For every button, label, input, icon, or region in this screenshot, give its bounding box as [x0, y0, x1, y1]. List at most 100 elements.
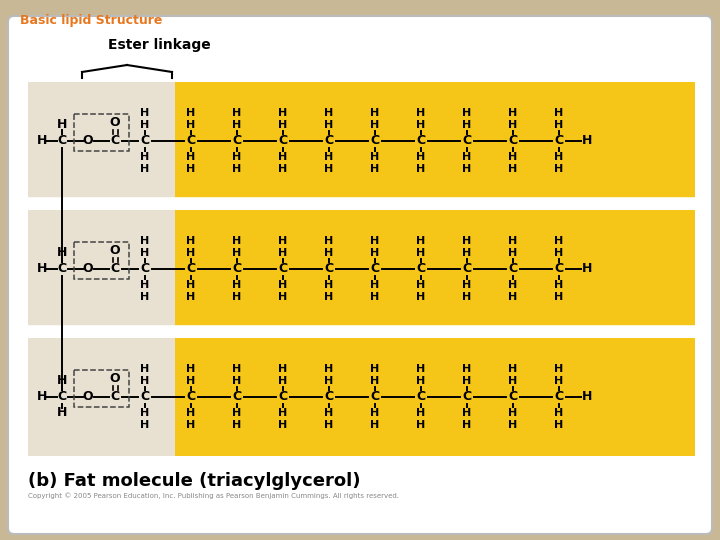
Text: H: H: [186, 248, 196, 258]
Text: C: C: [508, 390, 518, 403]
Text: H: H: [370, 408, 379, 418]
Text: H: H: [508, 292, 518, 302]
Text: H: H: [57, 118, 67, 132]
Text: C: C: [233, 390, 242, 403]
Text: H: H: [370, 376, 379, 386]
Text: H: H: [325, 248, 333, 258]
Text: C: C: [508, 134, 518, 147]
Text: H: H: [554, 376, 564, 386]
FancyBboxPatch shape: [8, 16, 712, 534]
Text: C: C: [325, 134, 333, 147]
Text: C: C: [279, 134, 287, 147]
Text: H: H: [279, 108, 287, 118]
Text: C: C: [140, 390, 150, 403]
Text: H: H: [508, 248, 518, 258]
Text: H: H: [370, 164, 379, 174]
Text: H: H: [140, 108, 150, 118]
Text: H: H: [57, 246, 67, 260]
Text: H: H: [233, 248, 242, 258]
Text: C: C: [462, 390, 472, 403]
Text: H: H: [37, 262, 48, 275]
Text: H: H: [279, 420, 287, 430]
Text: H: H: [140, 164, 150, 174]
Text: C: C: [554, 262, 564, 275]
Text: H: H: [462, 108, 472, 118]
Text: H: H: [554, 108, 564, 118]
Text: H: H: [554, 292, 564, 302]
Text: H: H: [140, 236, 150, 246]
Text: H: H: [140, 248, 150, 258]
Text: H: H: [462, 236, 472, 246]
Bar: [175, 210, 695, 328]
Text: C: C: [110, 134, 120, 147]
Text: C: C: [279, 262, 287, 275]
Text: H: H: [370, 120, 379, 130]
Text: H: H: [416, 420, 426, 430]
Text: H: H: [186, 376, 196, 386]
Text: C: C: [554, 134, 564, 147]
Text: H: H: [186, 108, 196, 118]
Bar: [74, 370, 129, 407]
Text: H: H: [186, 364, 196, 374]
Text: O: O: [83, 390, 94, 403]
Text: (b) Fat molecule (triacylglycerol): (b) Fat molecule (triacylglycerol): [28, 472, 361, 490]
Text: C: C: [554, 390, 564, 403]
Text: H: H: [233, 280, 242, 290]
Text: H: H: [140, 152, 150, 162]
Text: C: C: [186, 134, 196, 147]
Text: H: H: [325, 292, 333, 302]
Text: H: H: [416, 248, 426, 258]
Text: C: C: [462, 134, 472, 147]
Text: C: C: [508, 262, 518, 275]
Text: C: C: [186, 390, 196, 403]
Text: H: H: [462, 420, 472, 430]
Text: O: O: [83, 134, 94, 147]
Text: H: H: [416, 236, 426, 246]
Text: H: H: [57, 375, 67, 388]
Text: H: H: [233, 108, 242, 118]
Text: H: H: [140, 376, 150, 386]
Text: H: H: [462, 408, 472, 418]
Bar: [28, 82, 176, 200]
Text: H: H: [325, 364, 333, 374]
Bar: [28, 210, 176, 328]
Text: H: H: [233, 292, 242, 302]
Text: H: H: [416, 280, 426, 290]
Text: C: C: [140, 262, 150, 275]
Text: H: H: [462, 164, 472, 174]
Text: C: C: [416, 390, 426, 403]
Text: H: H: [370, 292, 379, 302]
Text: H: H: [416, 376, 426, 386]
Text: H: H: [186, 280, 196, 290]
Text: H: H: [233, 420, 242, 430]
Text: H: H: [279, 280, 287, 290]
Text: H: H: [279, 376, 287, 386]
Text: H: H: [416, 108, 426, 118]
Text: H: H: [140, 280, 150, 290]
Text: C: C: [58, 262, 66, 275]
Text: H: H: [416, 292, 426, 302]
Text: H: H: [279, 152, 287, 162]
Text: H: H: [186, 408, 196, 418]
Text: H: H: [370, 236, 379, 246]
Text: H: H: [554, 120, 564, 130]
Text: C: C: [110, 390, 120, 403]
Text: H: H: [279, 408, 287, 418]
Text: H: H: [140, 120, 150, 130]
Text: H: H: [37, 390, 48, 403]
Text: O: O: [109, 117, 120, 130]
Text: H: H: [370, 420, 379, 430]
Text: H: H: [462, 120, 472, 130]
Text: H: H: [462, 152, 472, 162]
Text: C: C: [370, 134, 379, 147]
Text: H: H: [582, 390, 592, 403]
Text: H: H: [233, 152, 242, 162]
Text: H: H: [508, 408, 518, 418]
Text: H: H: [140, 420, 150, 430]
Text: H: H: [554, 420, 564, 430]
Text: H: H: [279, 120, 287, 130]
Text: H: H: [462, 292, 472, 302]
Text: H: H: [279, 236, 287, 246]
Text: H: H: [186, 152, 196, 162]
Text: H: H: [508, 236, 518, 246]
